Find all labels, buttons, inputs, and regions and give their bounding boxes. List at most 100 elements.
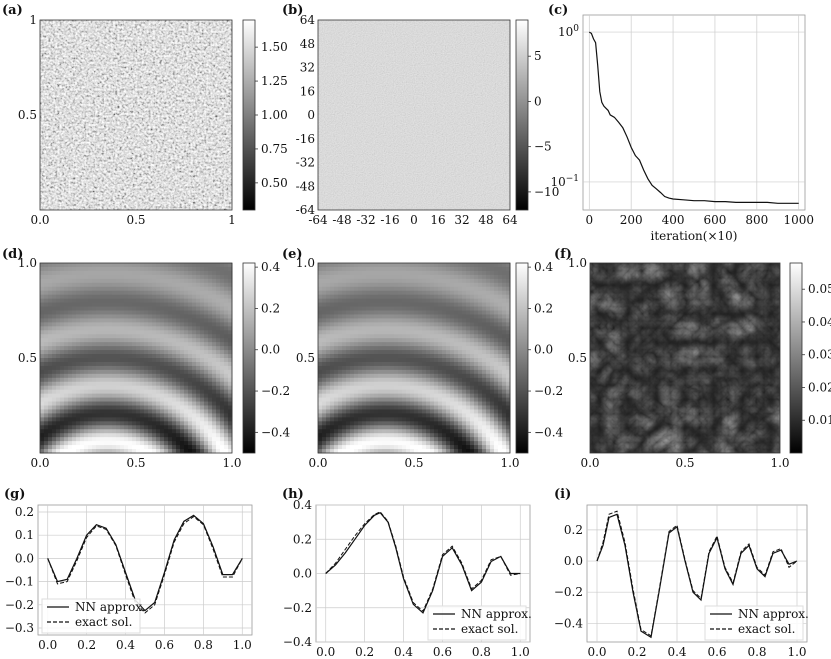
heatmap-cell — [438, 373, 443, 379]
heatmap-cell — [494, 350, 499, 355]
heatmap-cell — [398, 338, 403, 343]
heatmap-cell — [482, 417, 487, 422]
heatmap-cell — [152, 405, 157, 410]
heatmap-cell — [192, 310, 197, 315]
heatmap-cell — [350, 445, 355, 450]
heatmap-cell — [378, 338, 383, 343]
heatmap-cell — [88, 441, 93, 446]
heatmap-cell — [64, 425, 69, 430]
heatmap-cell — [104, 358, 109, 363]
heatmap-cell — [216, 314, 221, 319]
heatmap-cell — [434, 381, 439, 387]
heatmap-cell — [426, 286, 431, 292]
heatmap-cell — [350, 318, 355, 323]
heatmap-cell — [116, 354, 121, 359]
heatmap-cell — [104, 298, 109, 304]
heatmap-cell — [322, 330, 327, 335]
heatmap-cell — [120, 334, 125, 339]
heatmap-cell — [430, 405, 435, 410]
heatmap-cell — [152, 437, 157, 442]
heatmap-cell — [116, 358, 121, 363]
heatmap-cell — [224, 421, 229, 426]
heatmap-cell — [216, 421, 221, 426]
heatmap-cell — [334, 437, 339, 442]
heatmap-cell — [398, 263, 403, 268]
heatmap-cell — [410, 361, 415, 367]
heatmap-cell — [120, 381, 125, 387]
heatmap-cell — [100, 266, 105, 272]
heatmap-cell — [398, 417, 403, 422]
heatmap-cell — [326, 294, 331, 300]
heatmap-cell — [406, 350, 411, 355]
heatmap-cell — [350, 421, 355, 426]
heatmap-cell — [378, 417, 383, 422]
heatmap-cell — [80, 290, 85, 296]
heatmap-cell — [450, 413, 455, 418]
heatmap-cell — [152, 441, 157, 446]
heatmap-cell — [318, 302, 323, 308]
heatmap-cell — [354, 294, 359, 300]
heatmap-cell — [140, 417, 145, 422]
heatmap-cell — [224, 381, 229, 387]
heatmap-cell — [382, 354, 387, 359]
heatmap-cell — [156, 365, 161, 371]
heatmap-cell — [398, 354, 403, 359]
heatmap-cell — [72, 270, 77, 276]
heatmap-cell — [418, 322, 423, 327]
heatmap-cell — [370, 326, 375, 331]
heatmap-cell — [386, 342, 391, 347]
heatmap-cell — [192, 358, 197, 363]
heatmap-cell — [354, 263, 359, 268]
heatmap-cell — [486, 397, 491, 403]
heatmap-cell — [96, 266, 101, 272]
heatmap-cell — [490, 263, 495, 268]
heatmap-cell — [52, 389, 57, 395]
heatmap-cell — [358, 322, 363, 327]
heatmap-cell — [490, 377, 495, 383]
heatmap-cell — [318, 433, 323, 438]
heatmap-cell — [128, 421, 133, 426]
heatmap-cell — [394, 405, 399, 410]
heatmap-cell — [44, 405, 49, 410]
heatmap-cell — [96, 290, 101, 296]
heatmap-cell — [450, 381, 455, 387]
heatmap-cell — [458, 354, 463, 359]
heatmap-cell — [430, 373, 435, 379]
heatmap-cell — [362, 413, 367, 418]
heatmap-cell — [418, 290, 423, 296]
heatmap-cell — [470, 274, 475, 280]
heatmap-cell — [338, 282, 343, 288]
heatmap-cell — [498, 350, 503, 355]
heatmap-cell — [72, 302, 77, 308]
heatmap-cell — [430, 314, 435, 319]
heatmap-cell — [132, 306, 137, 311]
heatmap-cell — [490, 433, 495, 438]
heatmap-cell — [176, 306, 181, 311]
heatmap-cell — [454, 266, 459, 272]
heatmap-cell — [422, 409, 427, 414]
heatmap-cell — [228, 322, 233, 327]
heatmap-cell — [390, 306, 395, 311]
heatmap-cell — [176, 417, 181, 422]
panel-g-series-nn — [47, 514, 243, 612]
heatmap-cell — [350, 417, 355, 422]
heatmap-cell — [88, 365, 93, 371]
heatmap-cell — [390, 365, 395, 371]
heatmap-cell — [410, 354, 415, 359]
heatmap-cell — [322, 393, 327, 399]
heatmap-cell — [462, 326, 467, 331]
heatmap-cell — [446, 445, 451, 450]
heatmap-cell — [156, 389, 161, 395]
heatmap-cell — [350, 286, 355, 292]
heatmap-cell — [350, 310, 355, 315]
heatmap-cell — [342, 354, 347, 359]
heatmap-cell — [326, 302, 331, 308]
heatmap-cell — [370, 338, 375, 343]
heatmap-cell — [64, 373, 69, 379]
heatmap-cell — [494, 401, 499, 406]
heatmap-cell — [390, 369, 395, 375]
heatmap-cell — [188, 365, 193, 371]
colorbar-tick-label: 0 — [534, 94, 542, 108]
panel-b-ytick-label: 0 — [307, 108, 315, 122]
heatmap-cell — [406, 298, 411, 304]
